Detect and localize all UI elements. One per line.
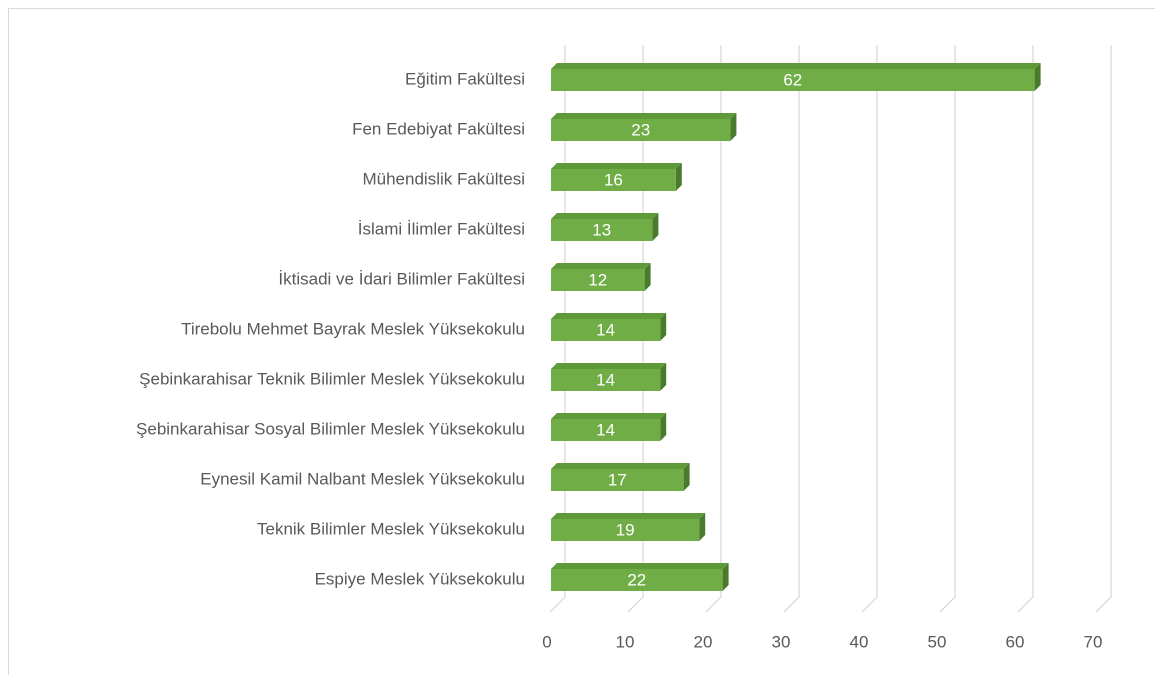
bar: [551, 169, 676, 191]
x-tick-label: 30: [772, 632, 791, 651]
value-label: 22: [627, 570, 646, 589]
bar: [551, 369, 661, 391]
category-label: Tirebolu Mehmet Bayrak Meslek Yüksekokul…: [181, 319, 525, 338]
bar-side: [660, 313, 667, 341]
bar-side: [652, 213, 659, 241]
grid-line: [939, 45, 956, 613]
grid-line: [705, 45, 722, 613]
value-label: 19: [616, 520, 635, 539]
bar-side: [660, 363, 667, 391]
grid-line: [861, 45, 878, 613]
chart-border: [8, 8, 1155, 675]
bar: [551, 519, 700, 541]
x-tick-label: 40: [850, 632, 869, 651]
x-tick-label: 60: [1006, 632, 1025, 651]
bar-top: [551, 313, 667, 319]
bar-side: [730, 113, 737, 141]
x-tick-label: 0: [542, 632, 551, 651]
bar: [551, 69, 1035, 91]
bar-top: [551, 213, 659, 219]
bar: [551, 269, 645, 291]
value-label: 14: [596, 420, 615, 439]
bar-side: [722, 563, 729, 591]
x-tick-label: 70: [1084, 632, 1103, 651]
grid-line: [1017, 45, 1034, 613]
x-tick-label: 20: [694, 632, 713, 651]
bar-side: [683, 463, 690, 491]
bar-top: [551, 413, 667, 419]
bar-side: [660, 413, 667, 441]
category-label: İktisadi ve İdari Bilimler Fakültesi: [278, 269, 525, 288]
grid-line: [783, 45, 800, 613]
value-label: 23: [631, 120, 650, 139]
bar-side: [1034, 63, 1041, 91]
bar-top: [551, 513, 706, 519]
grid-line: [1095, 45, 1112, 613]
value-label: 13: [592, 220, 611, 239]
bar: [551, 419, 661, 441]
bar: [551, 469, 684, 491]
value-label: 16: [604, 170, 623, 189]
value-label: 62: [783, 70, 802, 89]
bar-side: [699, 513, 706, 541]
bar: [551, 119, 731, 141]
bar-top: [551, 563, 729, 569]
category-label: Espiye Meslek Yüksekokulu: [315, 569, 525, 588]
category-label: Şebinkarahisar Sosyal Bilimler Meslek Yü…: [136, 419, 525, 438]
bar-top: [551, 63, 1041, 69]
bar: [551, 319, 661, 341]
x-tick-label: 10: [616, 632, 635, 651]
value-label: 12: [588, 270, 607, 289]
category-label: Teknik Bilimler Meslek Yüksekokulu: [257, 519, 525, 538]
bar: [551, 219, 653, 241]
category-label: Eğitim Fakültesi: [405, 69, 525, 88]
category-label: Fen Edebiyat Fakültesi: [352, 119, 525, 138]
bar-side: [644, 263, 651, 291]
value-label: 14: [596, 370, 615, 389]
bar-top: [551, 463, 690, 469]
category-label: İslami İlimler Fakültesi: [358, 219, 525, 238]
bar-top: [551, 113, 737, 119]
category-label: Şebinkarahisar Teknik Bilimler Meslek Yü…: [139, 369, 525, 388]
bar: [551, 569, 723, 591]
value-label: 17: [608, 470, 627, 489]
bar-side: [675, 163, 682, 191]
category-label: Mühendislik Fakültesi: [362, 169, 525, 188]
category-label: Eynesil Kamil Nalbant Meslek Yüksekokulu: [200, 469, 525, 488]
bar-top: [551, 363, 667, 369]
bar-top: [551, 263, 651, 269]
value-label: 14: [596, 320, 615, 339]
x-tick-label: 50: [928, 632, 947, 651]
bar-top: [551, 163, 682, 169]
